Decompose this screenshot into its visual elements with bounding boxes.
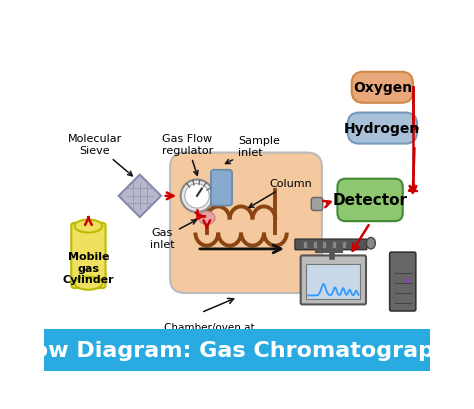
Bar (306, 265, 360, 299)
Text: Hydrogen: Hydrogen (344, 122, 420, 136)
FancyBboxPatch shape (301, 256, 366, 305)
Text: Mobile
gas
Cylinder: Mobile gas Cylinder (63, 252, 114, 285)
Text: Flow Diagram: Gas Chromatography: Flow Diagram: Gas Chromatography (10, 340, 464, 360)
Bar (44, 329, 430, 371)
Circle shape (404, 279, 409, 283)
Text: Column: Column (249, 178, 312, 208)
FancyBboxPatch shape (71, 223, 106, 288)
Ellipse shape (366, 238, 375, 249)
FancyBboxPatch shape (170, 153, 322, 293)
Text: Detector: Detector (333, 193, 408, 208)
Text: Gas
inlet: Gas inlet (150, 220, 196, 249)
Ellipse shape (74, 220, 102, 233)
Text: Sample
inlet: Sample inlet (226, 136, 280, 164)
FancyBboxPatch shape (211, 170, 232, 206)
Text: Chamber/oven at
very high
temperature: Chamber/oven at very high temperature (164, 323, 255, 356)
FancyBboxPatch shape (295, 240, 367, 250)
Circle shape (185, 184, 209, 209)
FancyBboxPatch shape (347, 113, 417, 144)
FancyBboxPatch shape (311, 198, 323, 211)
Ellipse shape (199, 212, 215, 225)
Ellipse shape (74, 277, 102, 290)
Text: Molecular
Sieve: Molecular Sieve (68, 134, 132, 176)
FancyBboxPatch shape (352, 72, 413, 103)
FancyBboxPatch shape (337, 179, 403, 222)
Polygon shape (118, 175, 161, 218)
FancyBboxPatch shape (390, 252, 416, 311)
Text: Oxygen: Oxygen (353, 81, 412, 95)
Circle shape (181, 180, 213, 213)
Text: Gas Flow
regulator: Gas Flow regulator (162, 134, 213, 176)
